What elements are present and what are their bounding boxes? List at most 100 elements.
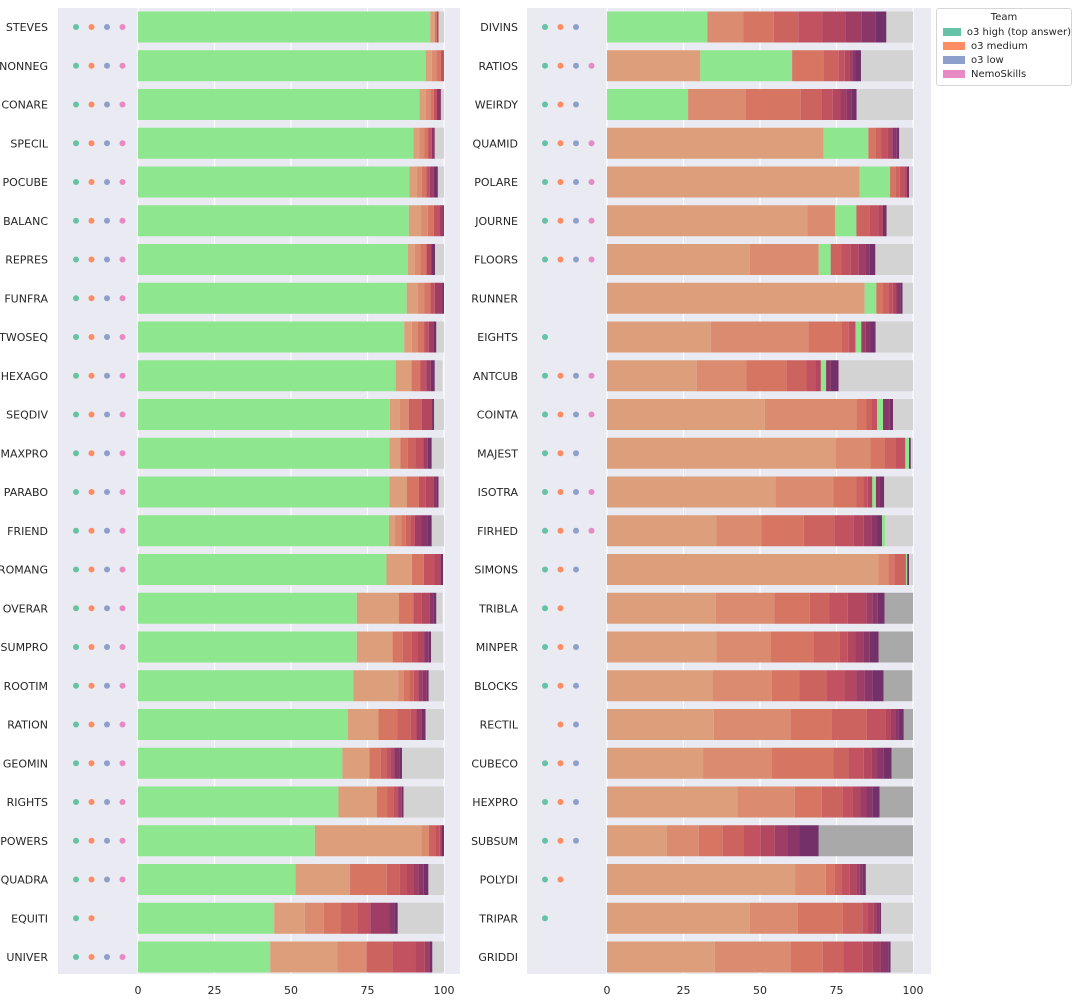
bar-segment — [424, 127, 429, 159]
bar-segment — [400, 437, 408, 469]
bar-segment — [426, 360, 431, 392]
bar-segment — [434, 360, 443, 392]
bar-segment — [295, 864, 351, 895]
team-dot — [104, 24, 110, 30]
bar-segment — [872, 592, 878, 624]
team-dot — [573, 24, 579, 30]
bar-segment — [883, 670, 913, 702]
bar-segment — [405, 515, 411, 547]
bar-segment — [876, 282, 884, 314]
team-dot — [557, 876, 564, 883]
x-tick-label: 50 — [753, 984, 767, 997]
bar-segment — [347, 709, 379, 740]
bar-segment — [436, 11, 439, 43]
bar-segment — [138, 11, 431, 43]
bar-segment — [870, 437, 885, 469]
bar-segment — [421, 709, 426, 740]
bar-segment — [871, 399, 878, 430]
bar-segment — [848, 747, 864, 779]
bar-segment — [428, 670, 444, 702]
bar-segment — [423, 437, 428, 469]
bar-segment — [138, 747, 343, 779]
bar-segment — [852, 50, 856, 82]
bar-segment — [393, 786, 399, 818]
bar-segment — [872, 476, 876, 508]
bar-segment — [430, 282, 435, 314]
bar-segment — [342, 747, 370, 779]
bar-segment — [426, 670, 429, 702]
bar-segment — [433, 89, 437, 120]
bar-segment — [823, 50, 839, 82]
team-dot — [542, 256, 548, 263]
bar-segment — [872, 941, 881, 973]
bar-segment — [861, 321, 866, 353]
row-label: SUMPRO — [1, 641, 49, 654]
bar-segment — [397, 709, 411, 740]
bar-segment — [879, 476, 885, 508]
bar-segment — [848, 321, 856, 353]
bar-segment — [366, 941, 393, 973]
bar-segment — [902, 282, 913, 314]
team-dot — [542, 682, 548, 689]
bar-segment — [435, 825, 440, 857]
team-dot — [88, 527, 95, 534]
team-dot — [104, 450, 110, 457]
bar-segment — [858, 244, 866, 275]
bar-segment — [716, 515, 762, 547]
team-dot — [73, 334, 79, 340]
team-dot — [73, 876, 79, 883]
bar-segment — [843, 941, 863, 973]
team-dot — [542, 489, 548, 495]
team-dot — [588, 217, 595, 224]
bar-segment — [607, 360, 697, 392]
row-label: SIMONS — [474, 564, 518, 577]
bar-segment — [737, 786, 795, 818]
bar-segment — [421, 515, 428, 547]
bar-segment — [799, 670, 827, 702]
team-dot — [88, 721, 95, 728]
bar-segment — [409, 166, 418, 198]
bar-segment — [700, 50, 793, 82]
bar-segment — [797, 902, 843, 934]
bar-segment — [890, 166, 896, 198]
team-dot — [88, 295, 95, 302]
team-dot — [73, 450, 79, 457]
row-label: POLARE — [474, 176, 518, 189]
bar-segment — [425, 89, 431, 120]
bar-segment — [846, 89, 852, 120]
bar-segment — [433, 321, 437, 353]
bar-segment — [856, 864, 860, 895]
bar-segment — [433, 166, 438, 198]
bar-segment — [421, 399, 433, 430]
row-label: QUADRA — [1, 874, 49, 887]
bar-segment — [823, 127, 869, 159]
bar-segment — [875, 127, 882, 159]
bar-segment — [888, 282, 893, 314]
team-dot — [557, 179, 564, 185]
bar-segment — [853, 515, 864, 547]
bar-segment — [441, 825, 444, 857]
bar-segment — [138, 670, 354, 702]
bar-segment — [867, 476, 873, 508]
bar-segment — [138, 631, 357, 663]
team-dot — [573, 372, 579, 379]
bar-segment — [792, 50, 824, 82]
bar-segment — [607, 709, 714, 740]
bar-segment — [883, 399, 890, 430]
bar-segment — [696, 360, 747, 392]
team-dot — [88, 450, 95, 457]
bar-segment — [887, 127, 893, 159]
bar-segment — [869, 205, 879, 237]
bar-segment — [868, 127, 876, 159]
x-tick-label: 75 — [830, 984, 844, 997]
bar-segment — [413, 592, 422, 624]
bar-segment — [800, 89, 822, 120]
bar-segment — [386, 747, 391, 779]
bar-segment — [714, 941, 791, 973]
bar-segment — [417, 321, 425, 353]
team-dot — [542, 527, 548, 534]
bar-segment — [832, 89, 841, 120]
bar-segment — [895, 709, 899, 740]
bar-segment — [442, 282, 444, 314]
bar-segment — [403, 670, 410, 702]
